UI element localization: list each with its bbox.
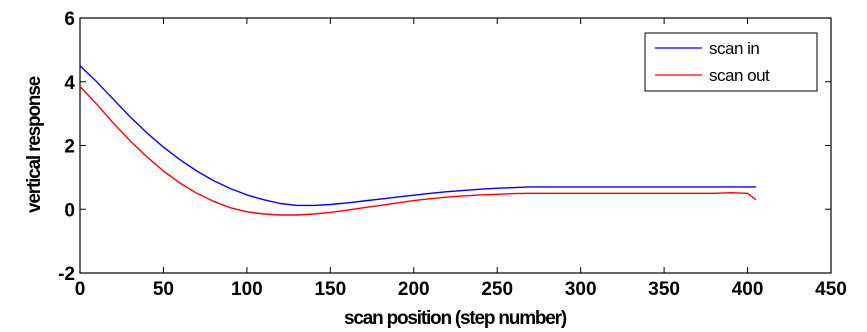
x-tick-label: 200 — [398, 279, 430, 300]
y-tick-label: 0 — [64, 200, 75, 221]
x-tick-label: 300 — [565, 279, 597, 300]
legend: scan in scan out — [644, 32, 818, 92]
y-tick-label: -2 — [58, 264, 75, 285]
x-tick-label: 150 — [314, 279, 346, 300]
x-tick-label: 250 — [481, 279, 513, 300]
legend-label-scan-out: scan out — [709, 66, 770, 85]
legend-label-scan-in: scan in — [709, 39, 759, 58]
series-line-scan-out — [79, 86, 757, 216]
x-tick-label: 450 — [815, 279, 847, 300]
axis-ticks — [79, 17, 832, 274]
y-tick-label: 4 — [64, 73, 75, 94]
x-tick-label: 350 — [648, 279, 680, 300]
x-tick-label: 0 — [75, 279, 86, 300]
series-line-scan-in — [79, 65, 756, 207]
x-tick-label: 100 — [231, 279, 263, 300]
x-tick-label: 50 — [153, 279, 174, 300]
y-axis-label: vertical response — [24, 76, 45, 213]
y-tick-label: 2 — [64, 137, 75, 158]
x-axis-label: scan position (step number) — [344, 308, 567, 329]
series-lines — [79, 65, 757, 216]
x-tick-label: 400 — [732, 279, 764, 300]
y-tick-label: 6 — [64, 9, 75, 30]
legend-box — [644, 32, 818, 92]
